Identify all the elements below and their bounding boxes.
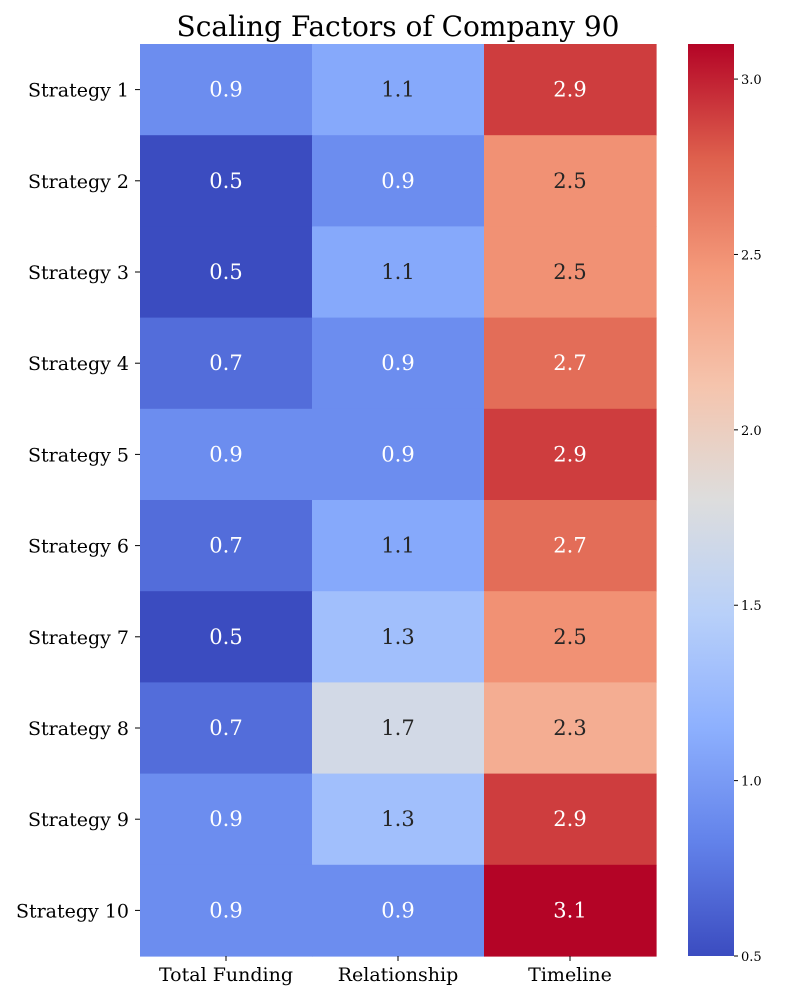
heatmap-cell xyxy=(484,591,657,683)
cell-value-label: 2.7 xyxy=(553,351,586,375)
heatmap-cell xyxy=(140,500,313,592)
row-label: Strategy 5 xyxy=(28,444,129,466)
row-label: Strategy 7 xyxy=(28,627,129,649)
heatmap-cells: 0.9 1.1 2.9 0.5 0.9 2.5 0.5 1.1 2.5 0.7 0.9 2.7 0.9 0… xyxy=(140,44,657,957)
cell-value-label: 1.3 xyxy=(381,625,414,649)
cell-value-label: 0.7 xyxy=(209,534,242,558)
heatmap-cell xyxy=(312,226,485,319)
row-label: Strategy 10 xyxy=(16,900,129,922)
row-label: Strategy 3 xyxy=(28,262,129,284)
colorbar-tick-label: 3.0 xyxy=(741,73,762,88)
heatmap-cell xyxy=(484,408,657,501)
colorbar-tick-label: 1.0 xyxy=(741,775,762,790)
heatmap-cell xyxy=(484,500,657,592)
cell-value-label: 3.1 xyxy=(553,898,586,922)
row-label: Strategy 1 xyxy=(28,80,129,102)
cell-value-label: 0.7 xyxy=(209,351,242,375)
cell-value-label: 0.9 xyxy=(209,898,242,922)
heatmap-cell xyxy=(484,317,657,410)
column-label: Timeline xyxy=(528,964,612,986)
cell-value-label: 0.9 xyxy=(381,351,414,375)
cell-value-label: 0.9 xyxy=(381,169,414,193)
heatmap-cell xyxy=(140,591,313,683)
cell-value-label: 0.9 xyxy=(209,78,242,102)
heatmap-cell xyxy=(140,135,313,227)
row-label: Strategy 4 xyxy=(28,353,129,375)
cell-value-label: 2.3 xyxy=(553,716,586,740)
cell-value-label: 0.9 xyxy=(381,442,414,466)
row-label: Strategy 8 xyxy=(28,718,129,740)
row-labels: Strategy 1 Strategy 2 Strategy 3 Strategy 4… xyxy=(16,80,140,922)
cell-value-label: 2.9 xyxy=(553,78,586,102)
cell-value-label: 0.9 xyxy=(209,807,242,831)
heatmap-cell xyxy=(484,773,657,866)
row-label: Strategy 9 xyxy=(28,809,129,831)
heatmap-cell xyxy=(484,864,657,957)
heatmap-cell xyxy=(484,135,657,227)
cell-value-label: 1.3 xyxy=(381,807,414,831)
cell-value-label: 0.9 xyxy=(381,898,414,922)
column-label: Relationship xyxy=(338,964,459,986)
colorbar-tick-label: 0.5 xyxy=(741,950,762,965)
colorbar-tick-label: 2.5 xyxy=(741,248,762,263)
row-label: Strategy 6 xyxy=(28,536,129,558)
column-label: Total Funding xyxy=(159,964,293,986)
heatmap-cell xyxy=(484,682,657,775)
heatmap-cell xyxy=(484,44,657,136)
heatmap-cell xyxy=(312,500,485,592)
column-labels: Total Funding Relationship Timeline xyxy=(159,956,612,986)
colorbar: 0.5 1.0 1.5 2.0 2.5 3.0 xyxy=(688,44,762,965)
cell-value-label: 1.7 xyxy=(381,716,414,740)
heatmap-cell xyxy=(312,317,485,410)
heatmap-cell xyxy=(140,864,313,957)
colorbar-tick-label: 2.0 xyxy=(741,424,762,439)
heatmap-cell xyxy=(312,864,485,957)
cell-value-label: 2.5 xyxy=(553,260,586,284)
chart-title: Scaling Factors of Company 90 xyxy=(177,10,620,43)
heatmap-cell xyxy=(140,408,313,501)
heatmap-cell xyxy=(140,773,313,866)
heatmap-cell xyxy=(140,682,313,775)
heatmap-cell xyxy=(312,408,485,501)
cell-value-label: 1.1 xyxy=(381,260,414,284)
heatmap-cell xyxy=(312,591,485,683)
cell-value-label: 1.1 xyxy=(381,78,414,102)
cell-value-label: 0.5 xyxy=(209,260,242,284)
cell-value-label: 2.9 xyxy=(553,807,586,831)
cell-value-label: 2.5 xyxy=(553,169,586,193)
heatmap-cell xyxy=(312,682,485,775)
colorbar-gradient xyxy=(688,44,734,956)
cell-value-label: 0.7 xyxy=(209,716,242,740)
cell-value-label: 2.5 xyxy=(553,625,586,649)
heatmap-cell xyxy=(140,226,313,319)
cell-value-label: 2.7 xyxy=(553,534,586,558)
heatmap-cell xyxy=(140,317,313,410)
row-label: Strategy 2 xyxy=(28,171,129,193)
cell-value-label: 0.5 xyxy=(209,625,242,649)
cell-value-label: 1.1 xyxy=(381,534,414,558)
heatmap-cell xyxy=(140,44,313,136)
cell-value-label: 0.5 xyxy=(209,169,242,193)
heatmap-cell xyxy=(312,773,485,866)
heatmap-cell xyxy=(312,44,485,136)
heatmap-cell xyxy=(484,226,657,319)
cell-value-label: 0.9 xyxy=(209,442,242,466)
colorbar-tick-label: 1.5 xyxy=(741,599,762,614)
cell-value-label: 2.9 xyxy=(553,442,586,466)
heatmap-cell xyxy=(312,135,485,227)
